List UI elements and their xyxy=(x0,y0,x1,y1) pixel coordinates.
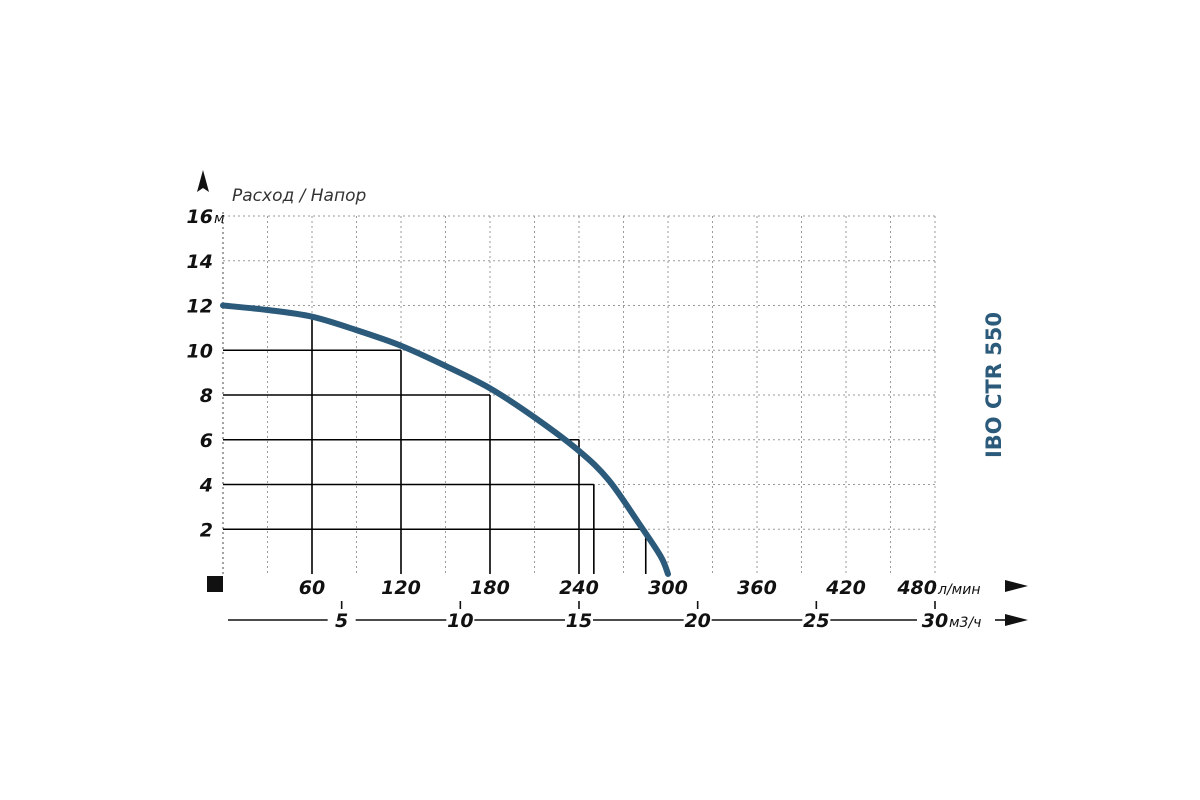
x-tick-label-m3h: 20 xyxy=(684,610,710,632)
y-tick-label: 2 xyxy=(200,519,213,541)
x-tick-label-lpm: 180 xyxy=(470,577,510,599)
x-tick-label-m3h: 15 xyxy=(566,610,592,632)
y-unit-label: м xyxy=(214,211,225,227)
guide-lines xyxy=(223,316,647,574)
y-axis-arrow xyxy=(197,170,209,192)
x-tick-label-lpm: 120 xyxy=(381,577,421,599)
x-tick-label-m3h: 10 xyxy=(447,610,473,632)
y-tick-label: 16 xyxy=(187,206,213,228)
x-axis-arrow-m3h xyxy=(1005,614,1028,626)
x-tick-label-lpm: 420 xyxy=(825,577,866,599)
x-tick-label-m3h: 30 xyxy=(922,610,948,632)
x-tick-label-m3h: 25 xyxy=(803,610,829,632)
chart-title: Расход / Напор xyxy=(232,186,366,206)
y-tick-label: 12 xyxy=(187,296,213,318)
x-axis-arrow-lpm xyxy=(1005,580,1028,592)
y-tick-label: 8 xyxy=(200,385,213,407)
y-tick-label: 4 xyxy=(199,475,213,497)
y-tick-label: 14 xyxy=(187,251,213,273)
origin-marker xyxy=(207,576,223,592)
y-tick-label: 10 xyxy=(187,340,213,362)
x-unit-lpm: л/мин xyxy=(937,582,980,598)
pump-curve xyxy=(220,302,671,577)
x-tick-label-lpm: 300 xyxy=(648,577,688,599)
x-tick-label-lpm: 480 xyxy=(896,577,937,599)
x-tick-label-m3h: 5 xyxy=(335,610,348,632)
y-tick-label: 6 xyxy=(200,430,213,452)
model-label: IBO CTR 550 xyxy=(982,312,1006,458)
x-tick-label-lpm: 60 xyxy=(299,577,325,599)
x-unit-m3h: м3/ч xyxy=(949,615,981,631)
x-tick-label-lpm: 240 xyxy=(559,577,599,599)
x-tick-label-lpm: 360 xyxy=(737,577,777,599)
